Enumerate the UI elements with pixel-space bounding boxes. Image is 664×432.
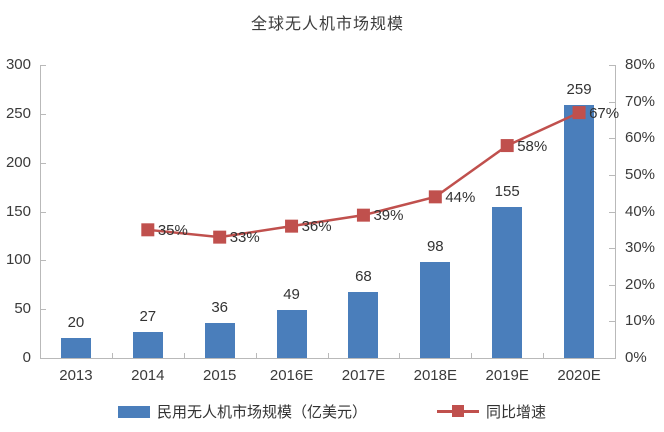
y-axis-left-tick-label: 50	[14, 300, 31, 318]
y-axis-right-tick-label: 80%	[625, 56, 656, 73]
x-axis-tick	[471, 353, 473, 358]
bar-value-label: 98	[426, 238, 444, 256]
growth-value-label: 36%	[301, 218, 332, 236]
y-axis-right-line	[615, 65, 616, 358]
y-axis-left-tick	[40, 309, 46, 311]
chart-title: 全球无人机市场规模	[250, 16, 404, 33]
y-axis-right-tick	[609, 174, 615, 176]
y-axis-right-tick-label: 50%	[625, 165, 656, 183]
x-axis-tick	[183, 353, 185, 358]
y-axis-left-tick-label: 200	[5, 153, 31, 171]
y-axis-right-tick	[609, 65, 615, 66]
legend-item-line-series: 同比增速	[437, 401, 546, 422]
growth-line-marker	[500, 139, 514, 153]
growth-line-marker	[213, 230, 227, 244]
bar	[204, 322, 235, 358]
bar-series-swatch	[117, 405, 150, 418]
y-axis-right-tick-label: 70%	[625, 92, 656, 110]
y-axis-right-tick	[609, 248, 615, 250]
growth-line-marker	[285, 219, 299, 233]
x-axis-category-label: 2020E	[557, 367, 601, 384]
bar-value-label: 27	[139, 307, 157, 325]
x-axis-category-label: 2013	[59, 367, 93, 384]
y-axis-left-tick	[40, 358, 46, 359]
y-axis-left-tick	[40, 260, 46, 262]
bar-value-label: 259	[566, 81, 592, 99]
x-axis-category-label: 2017E	[341, 367, 386, 384]
growth-value-label: 44%	[445, 188, 476, 206]
line-series-swatch	[437, 405, 479, 417]
x-axis-category-label: 2018E	[413, 367, 457, 384]
x-axis-category-label: 2014	[131, 367, 165, 384]
y-axis-left-tick-label: 100	[5, 251, 31, 269]
y-axis-left-tick-label: 300	[5, 56, 31, 73]
y-axis-left-tick	[40, 162, 46, 164]
growth-value-label: 39%	[373, 207, 404, 225]
bar-value-label: 20	[67, 314, 85, 332]
bar-value-label: 68	[355, 267, 372, 285]
x-axis-category-label: 2015	[203, 367, 237, 384]
bar-value-label: 49	[283, 286, 300, 304]
legend-item-bar-series: 民用无人机市场规模（亿美元）	[117, 401, 367, 422]
y-axis-left-tick-label: 150	[5, 202, 31, 220]
line-marker-swatch	[452, 405, 464, 417]
y-axis-right-tick-label: 0%	[625, 349, 647, 366]
y-axis-left-tick-label: 250	[5, 104, 31, 122]
bar	[276, 310, 307, 358]
growth-line-marker	[356, 208, 370, 222]
y-axis-left-tick	[40, 65, 46, 66]
y-axis-right-tick	[609, 358, 615, 359]
bar	[420, 262, 451, 358]
legend: 民用无人机市场规模（亿美元） 同比增速	[0, 401, 664, 422]
y-axis-right-tick	[609, 284, 615, 286]
y-axis-left-tick	[40, 113, 46, 115]
legend-bar-label: 民用无人机市场规模（亿美元）	[156, 404, 367, 421]
bar	[60, 338, 91, 358]
y-axis-right-tick-label: 40%	[625, 202, 656, 220]
x-axis-tick	[399, 353, 401, 358]
bar	[132, 331, 163, 358]
x-axis-line	[40, 358, 616, 359]
growth-line-marker	[428, 190, 442, 204]
bar	[564, 105, 595, 358]
bar	[348, 291, 379, 358]
x-axis-tick	[40, 353, 41, 358]
growth-value-label: 35%	[157, 221, 188, 239]
y-axis-right-tick	[609, 138, 615, 140]
growth-value-label: 67%	[589, 104, 620, 122]
y-axis-left-tick	[40, 211, 46, 213]
growth-line-marker	[141, 223, 155, 237]
legend-line-label: 同比增速	[486, 404, 547, 421]
x-axis-category-label: 2019E	[485, 367, 529, 384]
y-axis-right-tick-label: 60%	[625, 129, 656, 147]
x-axis-tick	[111, 353, 113, 358]
y-axis-right-tick	[609, 101, 615, 103]
y-axis-left-tick-label: 0	[22, 349, 31, 366]
y-axis-right-tick	[609, 321, 615, 323]
x-axis-tick	[543, 353, 545, 358]
y-axis-right-tick-label: 10%	[625, 312, 656, 330]
growth-value-label: 58%	[517, 137, 548, 155]
x-axis-tick	[615, 353, 616, 358]
x-axis-tick	[255, 353, 257, 358]
x-axis-tick	[327, 353, 329, 358]
y-axis-right-tick-label: 30%	[625, 239, 656, 257]
growth-value-label: 33%	[229, 229, 260, 247]
x-axis-category-label: 2016E	[269, 367, 314, 384]
y-axis-right-tick	[609, 211, 615, 213]
bar-value-label: 36	[211, 298, 229, 316]
bar	[492, 206, 523, 358]
y-axis-right-tick-label: 20%	[625, 275, 656, 293]
